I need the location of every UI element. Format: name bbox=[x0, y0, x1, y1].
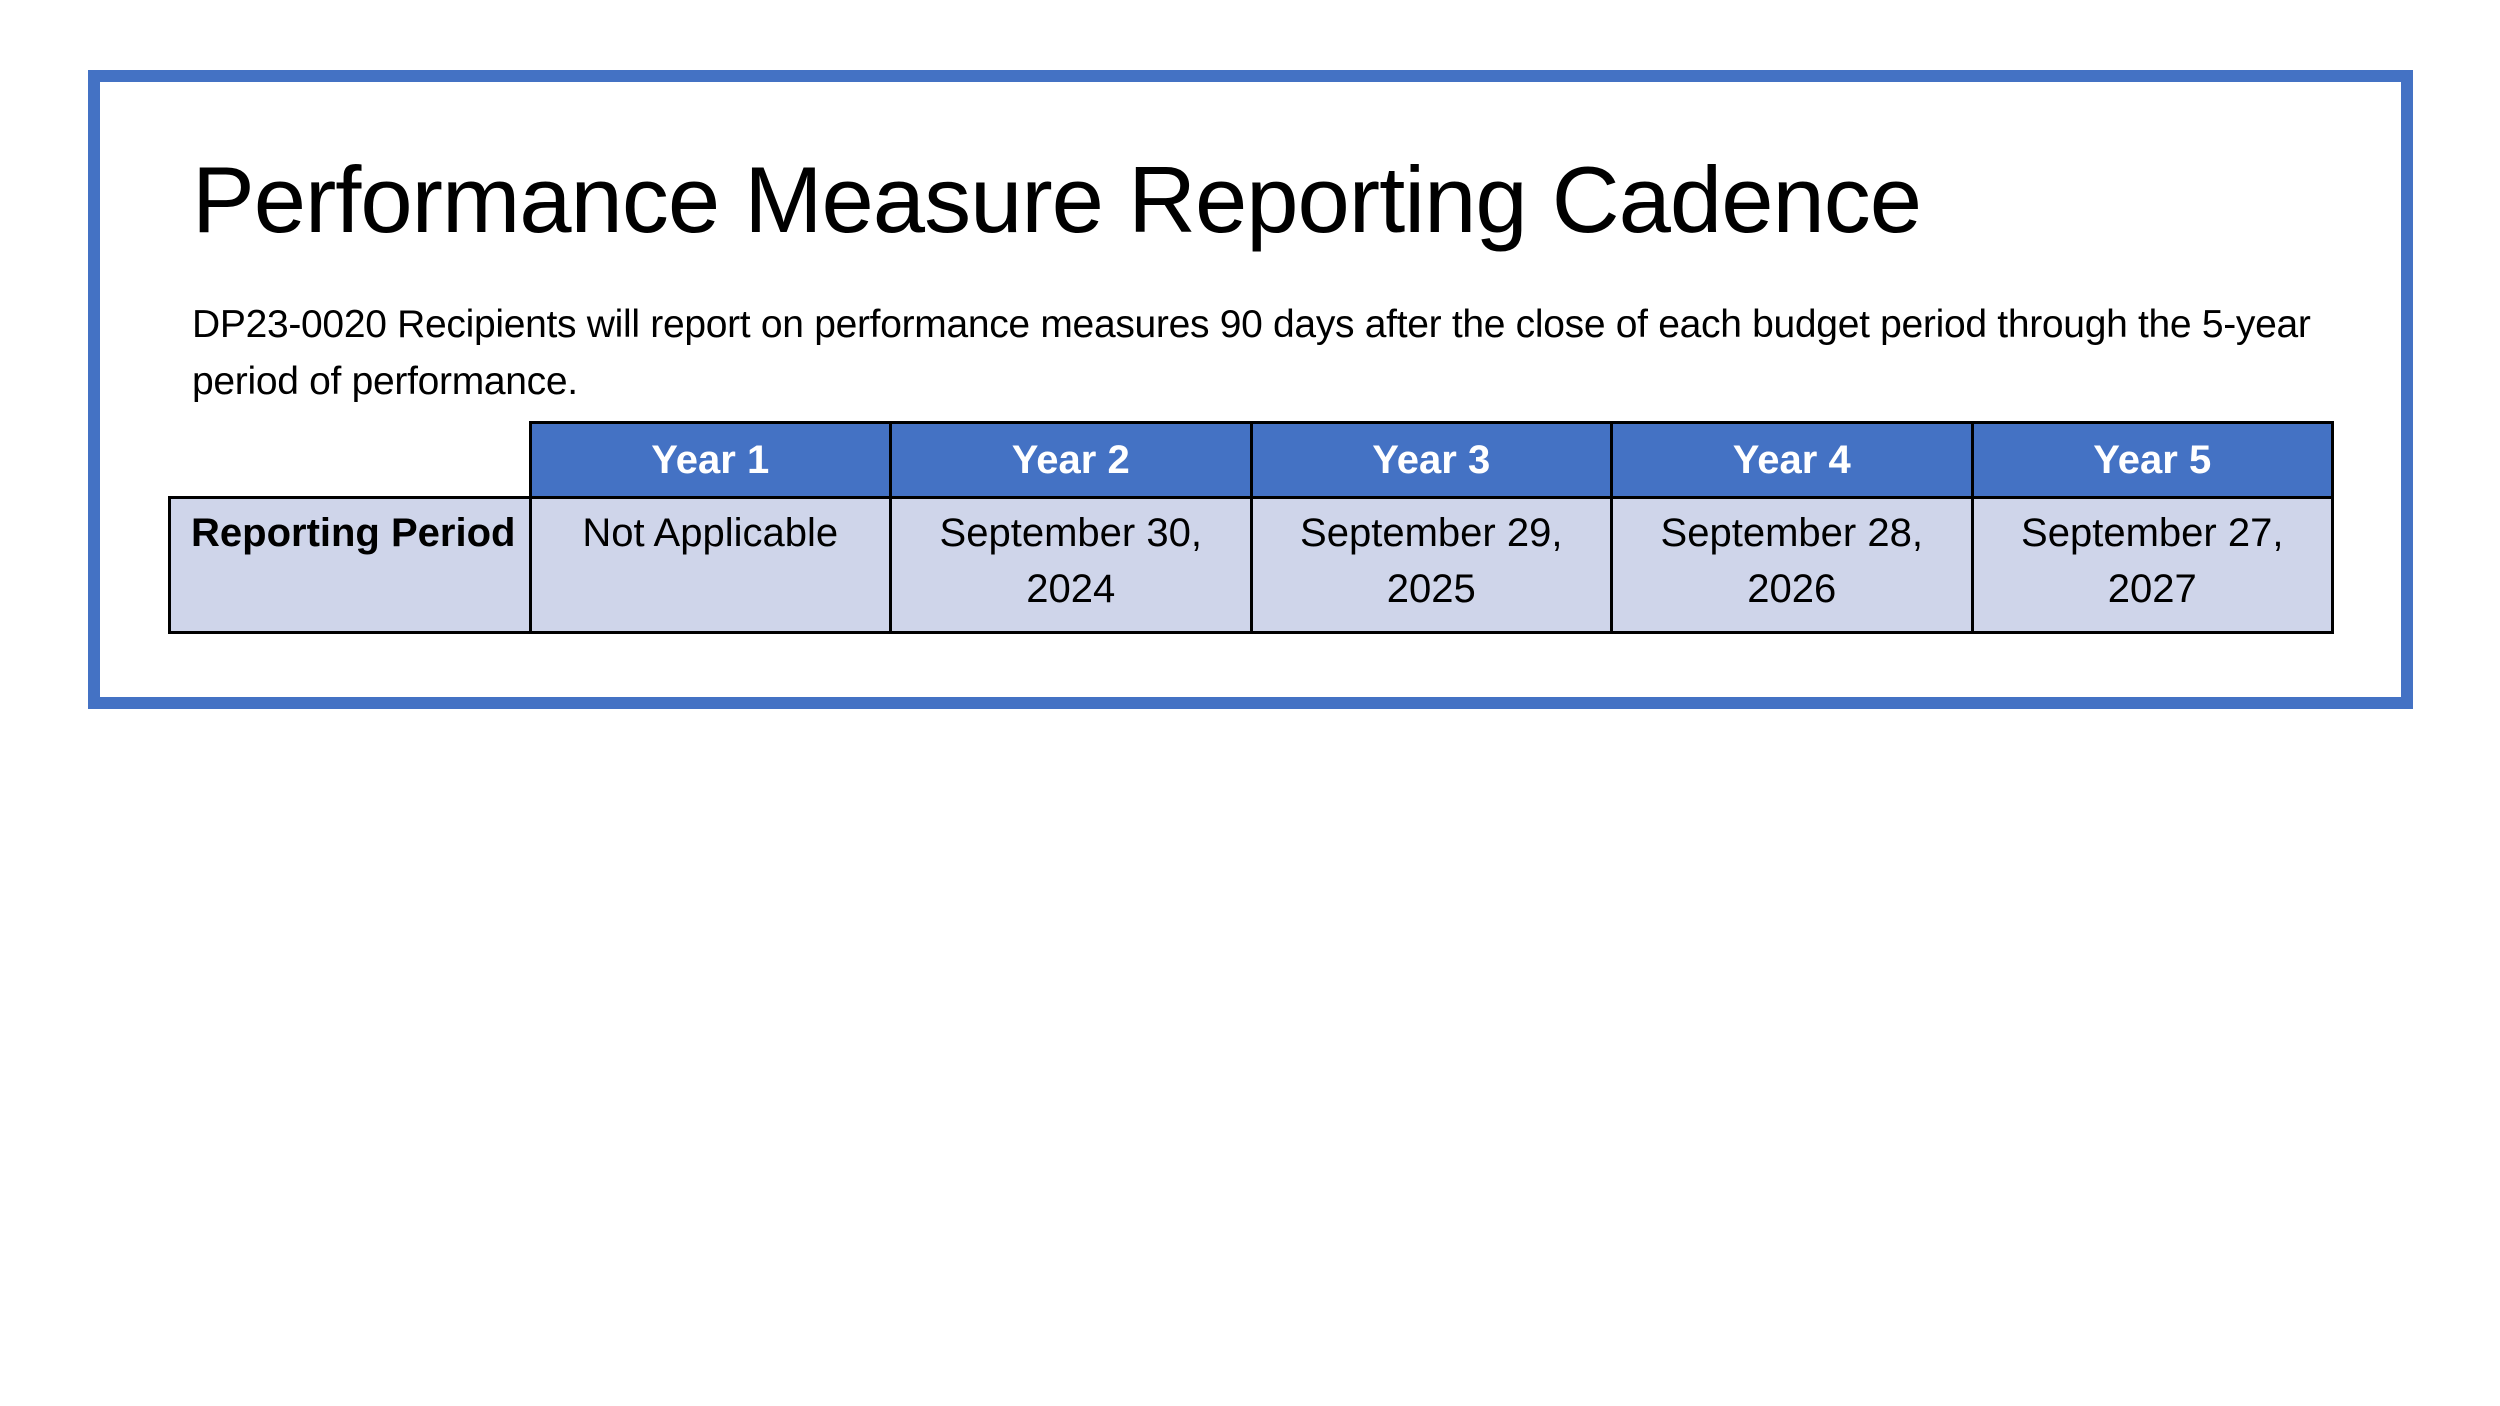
header-year-3: Year 3 bbox=[1249, 421, 1613, 499]
header-year-4: Year 4 bbox=[1610, 421, 1974, 499]
table-header-row: Year 1 Year 2 Year 3 Year 4 Year 5 bbox=[169, 421, 2334, 499]
cell-year-2: September 30, 2024 bbox=[889, 496, 1253, 634]
row-label-reporting-period: Reporting Period bbox=[168, 496, 532, 634]
header-year-5: Year 5 bbox=[1970, 421, 2334, 499]
reporting-cadence-table: Year 1 Year 2 Year 3 Year 4 Year 5 Repor… bbox=[168, 421, 2334, 634]
table-row: Reporting Period Not Applicable Septembe… bbox=[168, 496, 2334, 634]
description-text: DP23-0020 Recipients will report on perf… bbox=[192, 303, 2311, 403]
header-year-2: Year 2 bbox=[889, 421, 1253, 499]
slide-title: Performance Measure Reporting Cadence bbox=[192, 147, 1922, 252]
cell-year-1: Not Applicable bbox=[528, 496, 892, 634]
slide-frame-border bbox=[88, 70, 2413, 709]
cell-year-5: September 27, 2027 bbox=[1970, 496, 2334, 634]
cell-year-3: September 29, 2025 bbox=[1249, 496, 1613, 634]
header-year-1: Year 1 bbox=[528, 421, 892, 499]
header-blank-cell bbox=[169, 422, 530, 499]
cell-year-4: September 28, 2026 bbox=[1610, 496, 1974, 634]
